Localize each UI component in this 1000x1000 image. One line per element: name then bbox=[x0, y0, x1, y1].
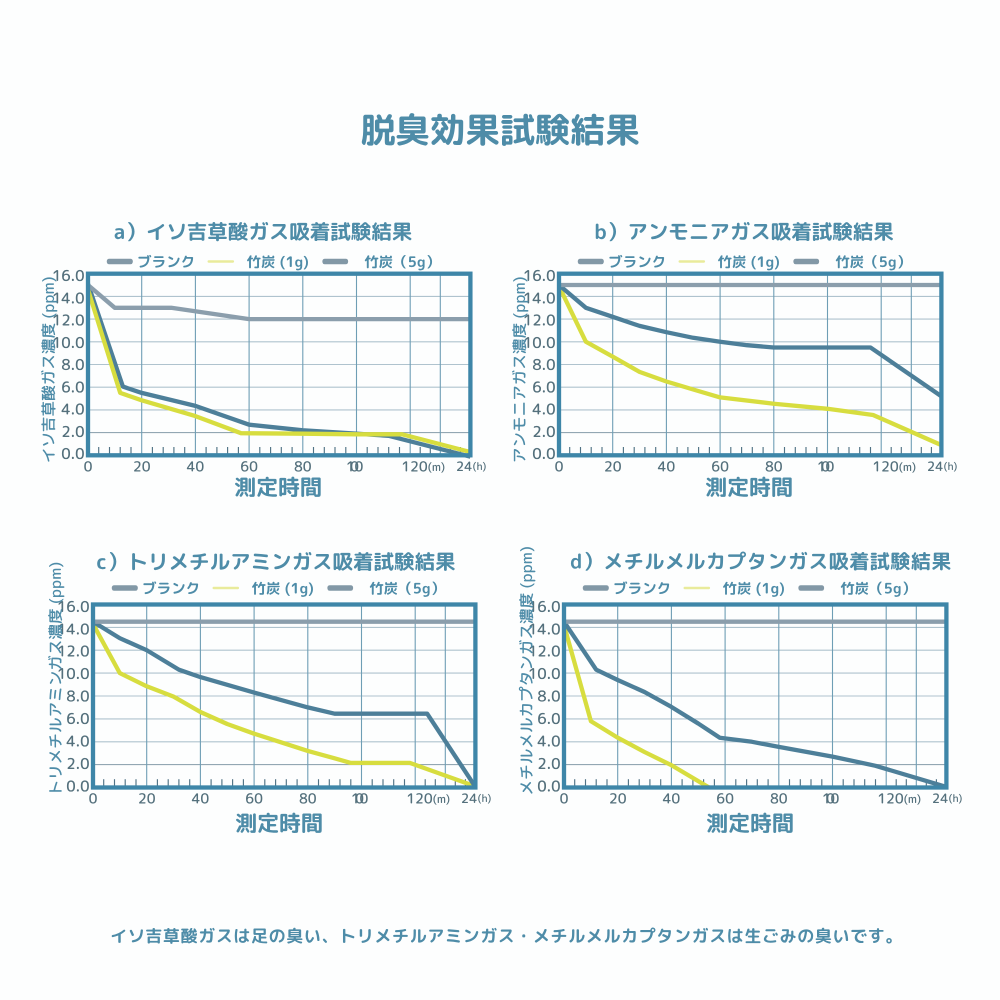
svg-text:8.0: 8.0 bbox=[537, 686, 560, 707]
svg-text:40: 40 bbox=[187, 457, 205, 476]
svg-text:20: 20 bbox=[604, 457, 622, 476]
svg-text:4.0: 4.0 bbox=[537, 730, 560, 751]
svg-text:2.0: 2.0 bbox=[532, 421, 555, 442]
svg-text:竹炭 (1g): 竹炭 (1g) bbox=[247, 251, 310, 272]
svg-text:0.0: 0.0 bbox=[532, 443, 555, 464]
svg-text:14.0: 14.0 bbox=[52, 287, 85, 308]
svg-text:10.0: 10.0 bbox=[523, 332, 556, 353]
svg-text:14.0: 14.0 bbox=[57, 618, 90, 639]
svg-text:60: 60 bbox=[711, 457, 729, 476]
svg-text:24(h): 24(h) bbox=[456, 458, 487, 476]
svg-text:ブランク: ブランク bbox=[608, 251, 666, 272]
svg-text:竹炭 (1g): 竹炭 (1g) bbox=[718, 251, 781, 272]
svg-text:測定時間: 測定時間 bbox=[235, 808, 323, 839]
svg-text:トリメチルアミンガス濃度 (ppm): トリメチルアミンガス濃度 (ppm) bbox=[44, 562, 66, 796]
svg-text:メチルメルカプタンガス濃度 (ppm): メチルメルカプタンガス濃度 (ppm) bbox=[515, 546, 537, 795]
svg-text:16.0: 16.0 bbox=[528, 596, 561, 617]
svg-text:80: 80 bbox=[770, 790, 788, 809]
svg-text:60: 60 bbox=[240, 457, 258, 476]
svg-text:10.0: 10.0 bbox=[528, 663, 561, 684]
svg-text:14.0: 14.0 bbox=[528, 618, 561, 639]
svg-text:a）イソ吉草酸ガス吸着試験結果: a）イソ吉草酸ガス吸着試験結果 bbox=[114, 217, 413, 246]
svg-text:4.0: 4.0 bbox=[66, 730, 89, 751]
svg-text:イソ吉草酸ガス濃度 (ppm): イソ吉草酸ガス濃度 (ppm) bbox=[37, 276, 59, 463]
svg-text:0: 0 bbox=[89, 790, 98, 809]
svg-text:20: 20 bbox=[138, 790, 156, 809]
svg-text:0.0: 0.0 bbox=[66, 775, 89, 796]
svg-text:40: 40 bbox=[658, 457, 676, 476]
svg-text:8.0: 8.0 bbox=[66, 686, 89, 707]
svg-text:アンモニアガス濃度 (ppm): アンモニアガス濃度 (ppm) bbox=[508, 276, 530, 463]
svg-text:12.0: 12.0 bbox=[57, 641, 90, 662]
svg-text:8.0: 8.0 bbox=[61, 354, 84, 375]
svg-text:80: 80 bbox=[294, 457, 312, 476]
svg-text:60: 60 bbox=[716, 790, 734, 809]
svg-text:8.0: 8.0 bbox=[532, 354, 555, 375]
svg-text:測定時間: 測定時間 bbox=[705, 472, 793, 503]
svg-text:24(h): 24(h) bbox=[461, 790, 492, 808]
svg-text:10.0: 10.0 bbox=[57, 663, 90, 684]
svg-text:竹炭（5g）: 竹炭（5g） bbox=[369, 578, 445, 599]
svg-text:80: 80 bbox=[765, 457, 783, 476]
svg-text:2.0: 2.0 bbox=[61, 421, 84, 442]
svg-text:120(m): 120(m) bbox=[872, 457, 916, 476]
svg-text:40: 40 bbox=[663, 790, 681, 809]
svg-text:120(m): 120(m) bbox=[401, 457, 445, 476]
svg-text:12.0: 12.0 bbox=[528, 641, 561, 662]
svg-text:0.0: 0.0 bbox=[61, 443, 84, 464]
svg-text:6.0: 6.0 bbox=[66, 708, 89, 729]
svg-text:竹炭（5g）: 竹炭（5g） bbox=[835, 251, 911, 272]
svg-text:4.0: 4.0 bbox=[532, 399, 555, 420]
svg-text:2.0: 2.0 bbox=[537, 753, 560, 774]
svg-text:脱臭効果試験結果: 脱臭効果試験結果 bbox=[360, 106, 640, 155]
svg-text:24(h): 24(h) bbox=[927, 458, 958, 476]
svg-text:80: 80 bbox=[299, 790, 317, 809]
svg-text:16.0: 16.0 bbox=[52, 265, 85, 286]
svg-text:2.0: 2.0 bbox=[66, 753, 89, 774]
svg-text:14.0: 14.0 bbox=[523, 287, 556, 308]
svg-text:60: 60 bbox=[245, 790, 263, 809]
svg-text:16.0: 16.0 bbox=[57, 596, 90, 617]
svg-text:0.0: 0.0 bbox=[537, 775, 560, 796]
svg-text:竹炭 (1g): 竹炭 (1g) bbox=[252, 578, 315, 599]
svg-text:イソ吉草酸ガスは足の臭い、トリメチルアミンガス・メチルメルカ: イソ吉草酸ガスは足の臭い、トリメチルアミンガス・メチルメルカプタンガスは生ごみの… bbox=[110, 925, 903, 948]
svg-text:測定時間: 測定時間 bbox=[706, 808, 794, 839]
svg-text:120(m): 120(m) bbox=[406, 790, 450, 809]
svg-text:6.0: 6.0 bbox=[532, 376, 555, 397]
svg-text:測定時間: 測定時間 bbox=[234, 472, 322, 503]
svg-text:竹炭 (1g): 竹炭 (1g) bbox=[723, 578, 786, 599]
svg-text:ブランク: ブランク bbox=[613, 578, 671, 599]
svg-text:ブランク: ブランク bbox=[142, 578, 200, 599]
svg-text:12.0: 12.0 bbox=[523, 310, 556, 331]
svg-text:b）アンモニアガス吸着試験結果: b）アンモニアガス吸着試験結果 bbox=[594, 217, 894, 246]
svg-text:6.0: 6.0 bbox=[537, 708, 560, 729]
svg-text:竹炭（5g）: 竹炭（5g） bbox=[364, 251, 440, 272]
svg-text:竹炭（5g）: 竹炭（5g） bbox=[840, 578, 916, 599]
svg-text:24(h): 24(h) bbox=[932, 790, 963, 808]
svg-text:6.0: 6.0 bbox=[61, 376, 84, 397]
svg-text:16.0: 16.0 bbox=[523, 265, 556, 286]
svg-text:20: 20 bbox=[133, 457, 151, 476]
svg-text:0: 0 bbox=[555, 457, 564, 476]
svg-text:4.0: 4.0 bbox=[61, 399, 84, 420]
svg-text:120(m): 120(m) bbox=[877, 790, 921, 809]
svg-text:0: 0 bbox=[84, 457, 93, 476]
svg-text:c）トリメチルアミンガス吸着試験結果: c）トリメチルアミンガス吸着試験結果 bbox=[97, 547, 456, 576]
svg-text:d）メチルメルカプタンガス吸着試験結果: d）メチルメルカプタンガス吸着試験結果 bbox=[570, 548, 952, 576]
svg-text:12.0: 12.0 bbox=[52, 310, 85, 331]
svg-text:20: 20 bbox=[609, 790, 627, 809]
svg-text:0: 0 bbox=[560, 790, 569, 809]
svg-text:40: 40 bbox=[192, 790, 210, 809]
svg-text:10.0: 10.0 bbox=[52, 332, 85, 353]
svg-text:ブランク: ブランク bbox=[137, 251, 195, 272]
